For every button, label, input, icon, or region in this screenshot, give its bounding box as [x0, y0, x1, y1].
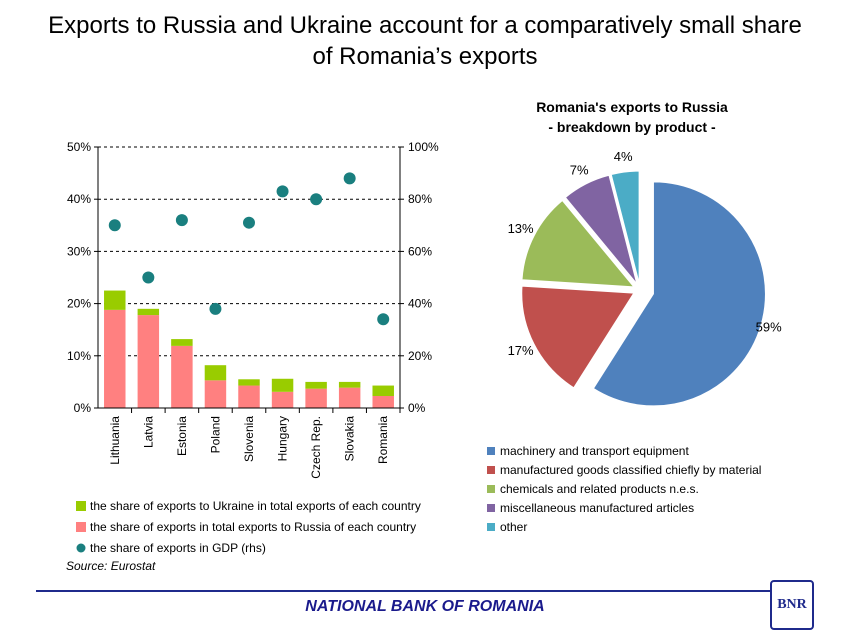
bar: [338, 381, 361, 388]
bar: [271, 378, 294, 392]
pie-slice: [592, 181, 766, 407]
x-tick-label: Latvia: [141, 416, 155, 448]
y2-tick-label: 80%: [408, 192, 432, 206]
y-tick-label: 30%: [67, 244, 91, 258]
pie-data-label: 59%: [756, 319, 782, 334]
bar: [238, 385, 260, 408]
y2-tick-label: 20%: [408, 349, 432, 363]
y2-tick-label: 40%: [408, 297, 432, 311]
gdp-share-point: [243, 216, 255, 229]
footer-bank-name: NATIONAL BANK OF ROMANIA: [305, 598, 545, 615]
y2-tick-label: 100%: [408, 140, 439, 154]
pie-slice: [521, 199, 635, 288]
bar: [171, 339, 193, 346]
pie-slice: [521, 285, 635, 389]
x-tick-label: Czech Rep.: [309, 416, 323, 479]
pie-legend-label: manufactured goods classified chiefly by…: [500, 463, 761, 477]
gdp-share-point: [175, 214, 188, 227]
x-tick-label: Poland: [208, 416, 222, 453]
pie-data-label: 17%: [508, 343, 534, 358]
footer-divider: [36, 590, 808, 592]
x-tick-label: Hungary: [276, 416, 290, 461]
gdp-share-point: [209, 302, 222, 315]
pie-data-label: 4%: [614, 149, 633, 164]
pie-legend-label: miscellaneous manufactured articles: [500, 501, 694, 515]
bar: [137, 308, 160, 316]
legend-label: the share of exports to Ukraine in total…: [90, 499, 421, 513]
pie-legend-marker: [487, 447, 495, 455]
y2-tick-label: 0%: [408, 401, 426, 415]
page-title: Exports to Russia and Ukraine account fo…: [0, 10, 850, 72]
gdp-share-point: [142, 271, 155, 284]
gdp-share-point: [108, 219, 121, 232]
legend-label: the share of exports in GDP (rhs): [90, 541, 266, 555]
y-tick-label: 10%: [67, 349, 91, 363]
pie-data-label: 7%: [570, 163, 589, 178]
y-tick-label: 40%: [67, 192, 91, 206]
bank-logo-text: BNR: [777, 597, 807, 612]
bar: [372, 385, 394, 396]
bar: [305, 388, 327, 408]
bar: [271, 391, 294, 408]
bar: [204, 380, 227, 408]
bar: [137, 315, 160, 408]
pie-data-label: 13%: [508, 221, 534, 236]
pie-legend-marker: [487, 485, 495, 493]
pie-slice: [564, 174, 638, 285]
bar: [104, 290, 126, 310]
y2-tick-label: 60%: [408, 244, 432, 258]
bar: [338, 387, 361, 408]
bar: [204, 365, 227, 381]
pie-legend-label: chemicals and related products n.e.s.: [500, 482, 699, 496]
legend-marker: [76, 543, 86, 553]
bar: [238, 379, 260, 386]
title-line-1: Exports to Russia and Ukraine account fo…: [48, 12, 802, 39]
pie-legend-label: other: [500, 520, 527, 534]
x-tick-label: Lithuania: [108, 416, 122, 465]
bar: [305, 381, 327, 389]
pie-title-line-1: Romania's exports to Russia: [536, 99, 728, 115]
pie-legend-marker: [487, 523, 495, 531]
legend-marker: [76, 522, 86, 532]
pie-legend-marker: [487, 504, 495, 512]
x-tick-label: Romania: [376, 416, 390, 464]
bar: [372, 395, 394, 408]
bar: [104, 309, 126, 408]
x-tick-label: Slovenia: [242, 416, 256, 462]
bank-logo: BNR: [770, 580, 814, 630]
x-tick-label: Estonia: [175, 416, 189, 456]
y-tick-label: 20%: [67, 297, 91, 311]
gdp-share-point: [276, 185, 289, 198]
gdp-share-point: [377, 313, 390, 326]
title-line-2: of Romania’s exports: [312, 43, 538, 70]
pie-title-line-2: - breakdown by product -: [548, 119, 716, 135]
gdp-share-point: [310, 193, 323, 206]
gdp-share-point: [343, 172, 356, 185]
pie-legend-label: machinery and transport equipment: [500, 444, 689, 458]
pie-legend-marker: [487, 466, 495, 474]
legend-label: the share of exports in total exports to…: [90, 520, 416, 534]
y-tick-label: 50%: [67, 140, 91, 154]
source-note: Source: Eurostat: [66, 559, 156, 573]
legend-marker: [76, 501, 86, 511]
bar: [171, 345, 193, 408]
pie-slice: [610, 170, 640, 284]
x-tick-label: Slovakia: [343, 416, 357, 462]
y-tick-label: 0%: [74, 401, 92, 415]
